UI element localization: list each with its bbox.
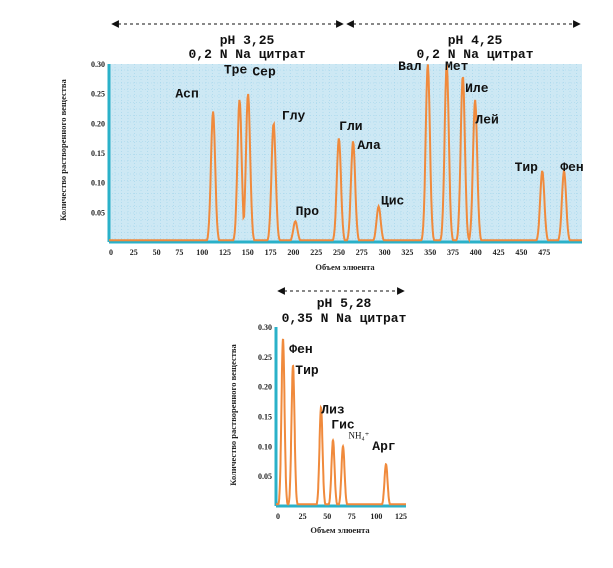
y-tick-label: 0.30 [258, 323, 272, 332]
top-y-axis-title: Количество растворенного вещества [58, 78, 68, 220]
x-tick-label: 25 [130, 248, 138, 257]
peak-label: Арг [372, 439, 395, 454]
x-tick-label: 0 [109, 248, 113, 257]
top-x-tick-labels: 0 25 50 75 100 125 150 175 200 225 250 275 300 325 350… [109, 248, 550, 257]
top-cond1-ph: pH 3,25 [220, 33, 275, 48]
peak-label: Лиз [321, 403, 344, 418]
x-tick-label: 250 [333, 248, 345, 257]
peak-label: Ала [357, 138, 381, 153]
peak-label: NH₄⁺ [349, 430, 370, 440]
y-tick-label: 0.15 [91, 149, 105, 158]
y-tick-label: 0.25 [258, 353, 272, 362]
top-cond1-buffer: 0,2 N Na цитрат [188, 47, 305, 62]
x-tick-label: 100 [196, 248, 208, 257]
bottom-cond-ph: pH 5,28 [317, 296, 372, 311]
y-tick-label: 0.15 [258, 413, 272, 422]
top-x-axis-title: Объем элюента [315, 262, 375, 272]
y-tick-label: 0.30 [91, 60, 105, 69]
top-chart: pH 3,25 0,2 N Na цитрат pH 4,25 0,2 N Na… [58, 20, 584, 272]
peak-label: Гис [331, 417, 355, 432]
peak-label: Иле [465, 81, 489, 96]
peak-label: Асп [175, 86, 198, 101]
bottom-cond-buffer: 0,35 N Na цитрат [282, 311, 407, 326]
x-tick-label: 450 [515, 248, 527, 257]
peak-label: Лей [475, 113, 498, 128]
peak-label: Сер [252, 65, 276, 80]
x-tick-label: 125 [395, 512, 407, 521]
x-tick-label: 50 [153, 248, 161, 257]
x-tick-label: 475 [538, 248, 550, 257]
x-tick-label: 375 [447, 248, 459, 257]
x-tick-label: 425 [493, 248, 505, 257]
y-tick-label: 0.20 [91, 119, 105, 128]
bottom-y-axis-title: Количество растворенного вещества [228, 343, 238, 485]
top-peak-labels: Асп Тре Сер Глу Про Гли Ала Цис Вал Мет Иле Лей Тир Ф… [175, 59, 583, 219]
bottom-y-tick-labels: 0.05 0.10 0.15 0.20 0.25 0.30 [258, 323, 272, 481]
x-tick-label: 25 [299, 512, 307, 521]
peak-label: Вал [398, 59, 421, 74]
bottom-axes [274, 327, 406, 508]
top-grid [109, 64, 582, 242]
bottom-chart: pH 5,28 0,35 N Na цитрат 0.05 0.10 0.15 0.2… [228, 287, 407, 535]
x-tick-label: 75 [175, 248, 183, 257]
x-tick-label: 350 [424, 248, 436, 257]
x-tick-label: 200 [287, 248, 299, 257]
peak-label: Тре [224, 63, 248, 78]
bottom-conditions: pH 5,28 0,35 N Na цитрат [277, 287, 407, 326]
x-tick-label: 275 [356, 248, 368, 257]
peak-label: Гли [339, 119, 362, 134]
top-y-tick-labels: 0.05 0.10 0.15 0.20 0.25 0.30 [91, 60, 105, 217]
y-tick-label: 0.05 [91, 208, 105, 217]
peak-label: Тир [295, 363, 319, 378]
top-cond2-buffer: 0,2 N Na цитрат [416, 47, 533, 62]
x-tick-label: 400 [470, 248, 482, 257]
x-tick-label: 325 [401, 248, 413, 257]
bottom-series-line [276, 338, 406, 506]
peak-label: Мет [445, 59, 469, 74]
peak-label: Глу [282, 108, 306, 123]
y-tick-label: 0.10 [258, 442, 272, 451]
x-tick-label: 175 [265, 248, 277, 257]
bottom-x-tick-labels: 0 25 50 75 100 125 [276, 512, 407, 521]
x-tick-label: 125 [219, 248, 231, 257]
x-tick-label: 300 [379, 248, 391, 257]
peak-label: Фен [289, 342, 312, 357]
bottom-x-axis-title: Объем элюента [310, 525, 370, 535]
top-axes [107, 64, 582, 244]
top-plot-area [109, 64, 582, 242]
top-series-line [109, 64, 582, 244]
x-tick-label: 225 [310, 248, 322, 257]
peak-label: Про [296, 204, 320, 219]
top-cond2-ph: pH 4,25 [448, 33, 503, 48]
y-tick-label: 0.20 [258, 383, 272, 392]
y-tick-label: 0.10 [91, 179, 105, 188]
x-tick-label: 0 [276, 512, 280, 521]
top-conditions: pH 3,25 0,2 N Na цитрат pH 4,25 0,2 N Na… [111, 20, 581, 62]
x-tick-label: 150 [242, 248, 254, 257]
y-tick-label: 0.25 [91, 90, 105, 99]
x-tick-label: 100 [370, 512, 382, 521]
y-tick-label: 0.05 [258, 472, 272, 481]
x-tick-label: 50 [323, 512, 331, 521]
peak-label: Тир [515, 160, 539, 175]
peak-label: Цис [381, 193, 405, 208]
x-tick-label: 75 [348, 512, 356, 521]
peak-label: Фен [560, 160, 583, 175]
